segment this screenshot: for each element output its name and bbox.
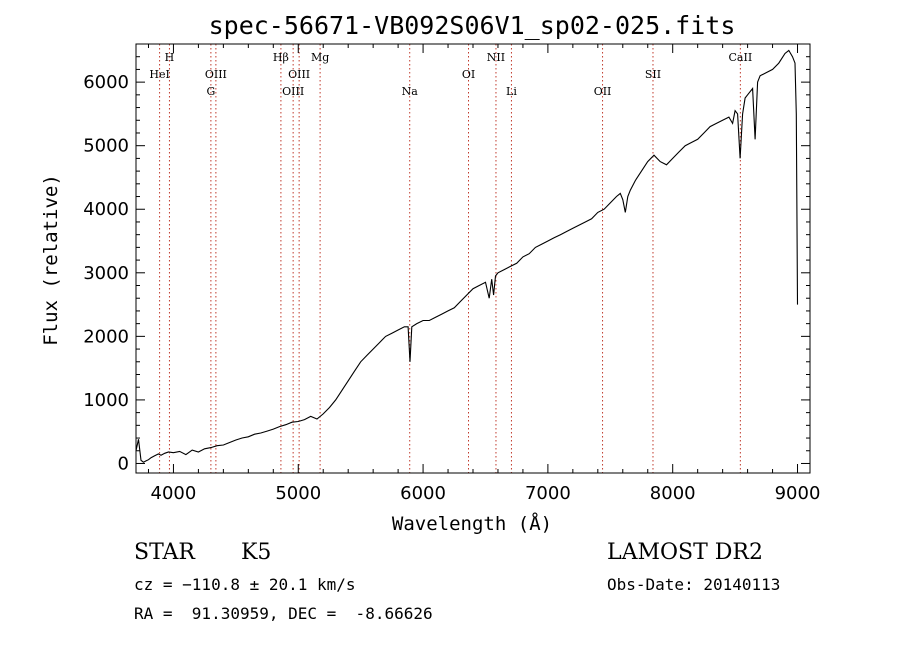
spectral-line-label-12: OII (594, 85, 612, 98)
observation-date: Obs-Date: 20140113 (607, 575, 781, 594)
plot-frame (135, 43, 811, 474)
y-tick-label-3000: 3000 (83, 263, 129, 284)
x-tick-label-8000: 8000 (650, 483, 696, 504)
x-tick-label-6000: 6000 (400, 483, 446, 504)
spectral-line-label-6: OIII (288, 68, 310, 81)
spectral-line-label-3: OIII (205, 68, 227, 81)
object-subclass: K5 (241, 540, 272, 565)
spectral-line-label-9: OI (462, 68, 475, 81)
spectral-line-label-2: G (206, 85, 215, 98)
x-tick-label-4000: 4000 (151, 483, 197, 504)
spectral-line-label-10: NII (487, 51, 505, 64)
chart-title: spec-56671-VB092S06V1_sp02-025.fits (209, 11, 736, 40)
spectral-line-label-11: Li (506, 85, 517, 98)
x-tick-label-5000: 5000 (275, 483, 321, 504)
spectral-line-label-8: Na (402, 85, 419, 98)
spectral-line-label-0: HeI (149, 68, 169, 81)
y-tick-label-6000: 6000 (83, 72, 129, 93)
spectral-line-label-4: Hβ (273, 51, 289, 64)
spectral-line-label-13: SII (645, 68, 661, 81)
spectral-line-label-7: Mg (311, 51, 329, 64)
x-tick-label-7000: 7000 (525, 483, 571, 504)
axis-tick-labels: 4000 5000 6000 7000 8000 9000 0 1000 2000 3000 400… (83, 72, 820, 504)
y-axis-label: Flux (relative) (40, 174, 62, 346)
x-axis-label: Wavelength (Å) (392, 512, 552, 535)
y-tick-label-2000: 2000 (83, 326, 129, 347)
y-tick-label-5000: 5000 (83, 136, 129, 157)
spectral-line-label-1: H (165, 51, 175, 64)
y-tick-label-1000: 1000 (83, 390, 129, 411)
redshift-readout: cz = −110.8 ± 20.1 km/s (134, 575, 356, 594)
spectrum-series (135, 49, 799, 463)
axis-ticks (136, 44, 810, 473)
spectral-line-markers (159, 44, 741, 473)
survey-name: LAMOST DR2 (607, 540, 763, 565)
y-tick-label-0: 0 (118, 453, 129, 474)
spectral-line-label-14: CaII (729, 51, 753, 64)
spectral-line-label-5: OIII (282, 85, 304, 98)
object-class: STAR (134, 540, 195, 565)
y-tick-label-4000: 4000 (83, 199, 129, 220)
coordinates-readout: RA = 91.30959, DEC = -8.66626 (134, 604, 433, 623)
x-tick-label-9000: 9000 (775, 483, 821, 504)
